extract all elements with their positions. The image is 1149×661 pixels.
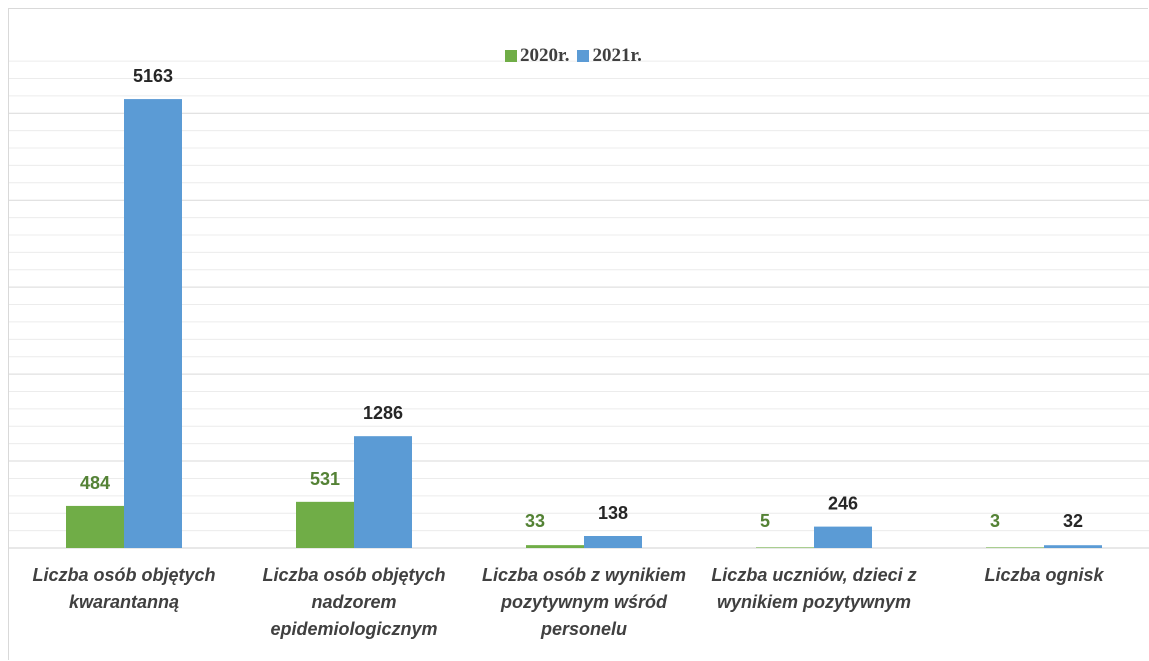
bar-2021-1 bbox=[354, 436, 412, 548]
data-label-2020-0: 484 bbox=[80, 473, 110, 493]
legend-label-2021: 2021r. bbox=[592, 45, 642, 66]
category-label-positive-students: Liczba uczniów, dzieci z wynikiem pozyty… bbox=[711, 565, 917, 612]
bar-2021-2 bbox=[584, 536, 642, 548]
legend-swatch-2021 bbox=[577, 50, 590, 62]
data-label-2020-4: 3 bbox=[990, 511, 1000, 531]
bar-2020-3 bbox=[756, 547, 814, 548]
bar-2020-0 bbox=[66, 505, 124, 548]
data-label-2020-2: 33 bbox=[525, 511, 545, 531]
chart-frame: 484 531 33 5 3 5163 1286 138 246 32 2020r. 2021r.… bbox=[8, 8, 1149, 660]
legend-swatch-2020 bbox=[505, 50, 517, 62]
bar-2020-1 bbox=[296, 501, 354, 548]
bar-2021-4 bbox=[1044, 545, 1102, 548]
category-label-quarantine: Liczba osób objętych kwarantanną bbox=[32, 565, 216, 612]
legend: 2020r. 2021r. bbox=[505, 45, 650, 67]
data-label-2021-4: 32 bbox=[1063, 511, 1083, 531]
legend-label-2020: 2020r. bbox=[520, 45, 570, 66]
bar-2020-4 bbox=[986, 547, 1044, 548]
bar-2021-0 bbox=[124, 99, 182, 548]
bar-2021-3 bbox=[814, 526, 872, 548]
category-label-epidemiological-supervision: Liczba osób objętych nadzorem epidemiolo… bbox=[262, 565, 446, 639]
data-label-2021-2: 138 bbox=[598, 503, 628, 523]
category-label-positive-staff: Liczba osób z wynikiem pozytywnym wśród … bbox=[481, 565, 687, 639]
legend-item-2020: 2020r. bbox=[505, 45, 569, 67]
category-label-outbreaks: Liczba ognisk bbox=[984, 565, 1104, 585]
bar-chart: 484 531 33 5 3 5163 1286 138 246 32 bbox=[9, 60, 1149, 549]
data-label-2021-1: 1286 bbox=[363, 403, 403, 423]
bar-2020-2 bbox=[526, 545, 584, 548]
data-label-2020-3: 5 bbox=[760, 511, 770, 531]
data-label-2021-3: 246 bbox=[828, 494, 858, 514]
legend-item-2021: 2021r. bbox=[577, 45, 642, 67]
data-label-2021-0: 5163 bbox=[133, 66, 173, 86]
data-label-2020-1: 531 bbox=[310, 469, 340, 489]
